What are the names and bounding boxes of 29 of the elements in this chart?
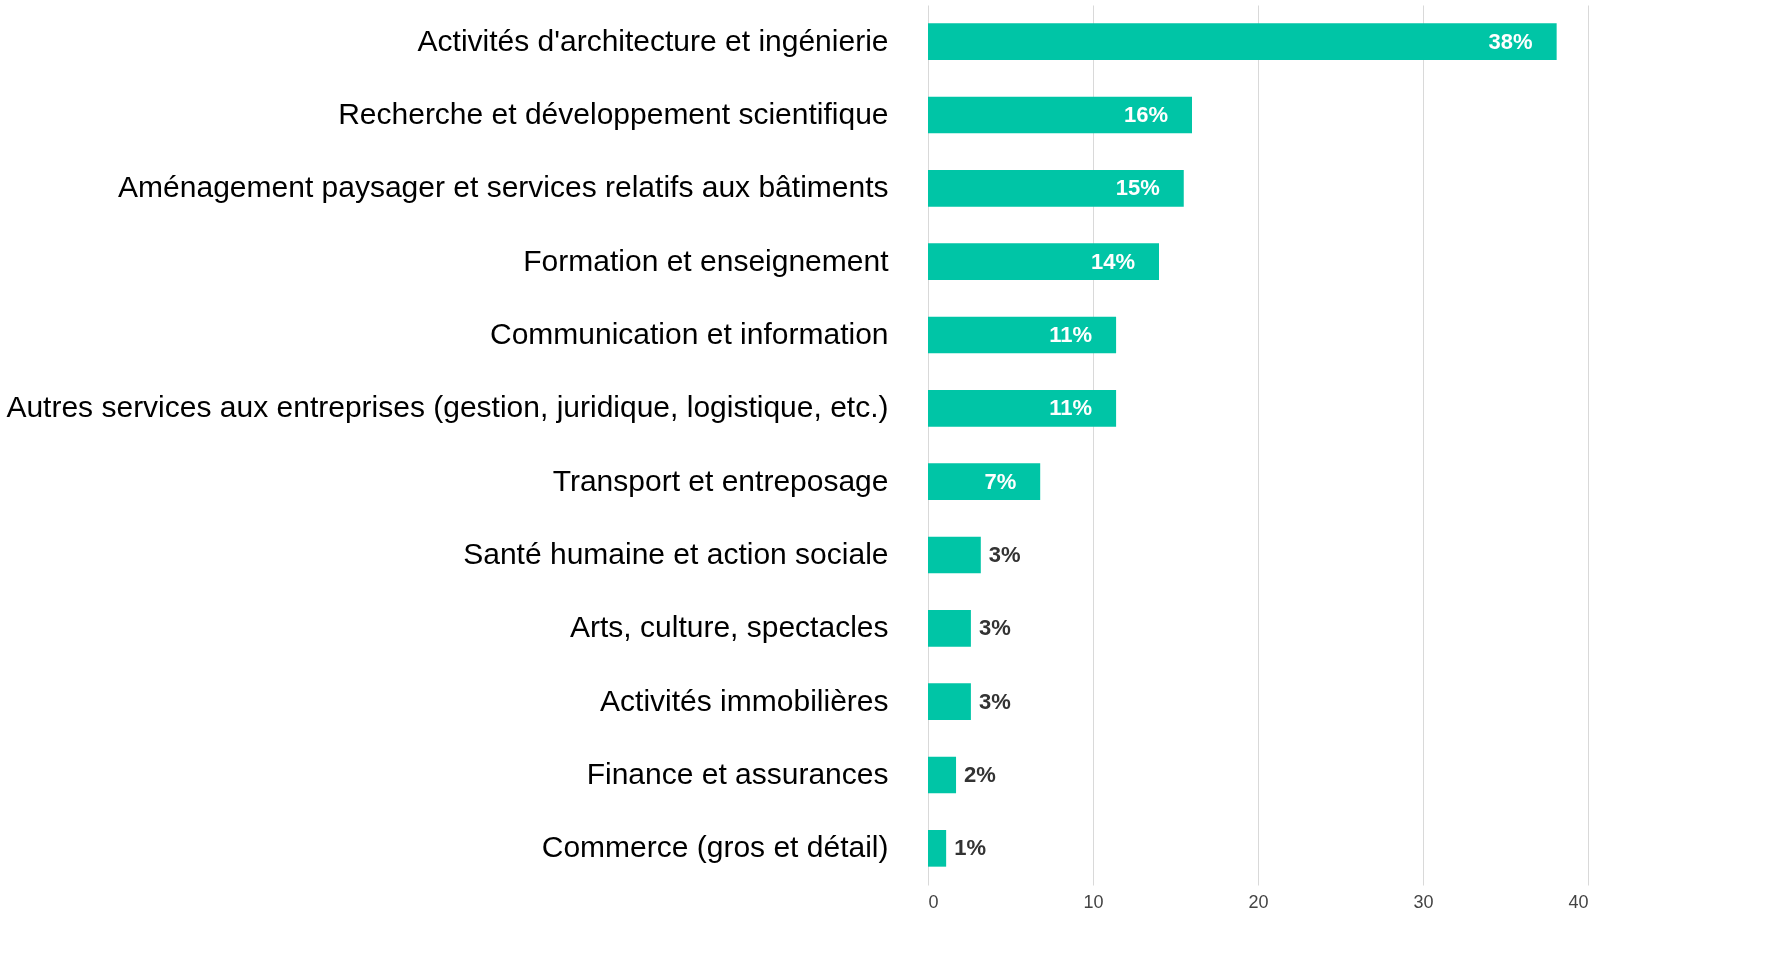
data-label: 11% <box>1049 322 1093 347</box>
data-label: 16% <box>1123 102 1168 127</box>
y-tick-label: Commerce (gros et détail) <box>541 830 889 864</box>
y-tick-label: Aménagement paysager et services relatifs aux bâtiments <box>118 170 889 204</box>
x-tick-label: 30 <box>1413 891 1434 912</box>
data-label: 11% <box>1049 395 1093 421</box>
data-label: 14% <box>1090 248 1135 274</box>
data-label: 3% <box>978 615 1011 641</box>
data-label: 1% <box>954 835 986 861</box>
y-tick-label: Activités immobilières <box>600 683 889 717</box>
data-label: 3% <box>988 542 1021 567</box>
y-tick-label: Santé humaine et action sociale <box>463 537 889 570</box>
x-tick-label: 10 <box>1083 891 1104 912</box>
y-tick-label: Autres services aux entreprises (gestion, juridique, logistique, etc.) <box>6 390 889 424</box>
data-label: 2% <box>964 762 996 787</box>
y-tick-label: Arts, culture, spectacles <box>570 610 889 644</box>
x-tick-label: 40 <box>1568 891 1589 912</box>
y-tick-label: Activités d'architecture et ingénierie <box>417 23 889 57</box>
x-tick-label: 0 <box>928 891 939 912</box>
data-label: 3% <box>978 688 1011 714</box>
y-tick-label: Finance et assurances <box>586 757 889 790</box>
x-tick-label: 20 <box>1248 891 1269 912</box>
y-tick-label: Formation et enseignement <box>523 243 890 277</box>
data-label: 38% <box>1488 28 1533 54</box>
data-label: 7% <box>984 468 1017 494</box>
y-tick-label: Recherche et développement scientifique <box>338 97 889 130</box>
y-tick-label: Communication et information <box>489 317 889 350</box>
data-label: 15% <box>1115 175 1160 201</box>
y-tick-label: Transport et entreposage <box>552 463 889 497</box>
